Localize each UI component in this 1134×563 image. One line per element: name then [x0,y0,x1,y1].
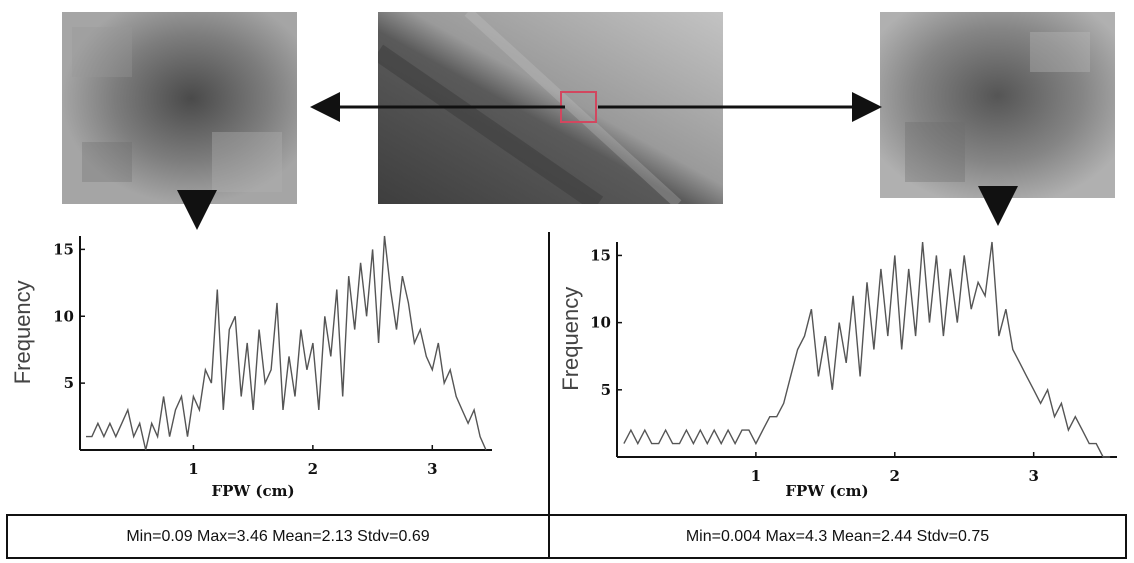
x-tick-label: 2 [890,467,900,485]
x-tick-label: 3 [1028,467,1038,485]
left-zoom-texture [62,12,297,204]
y-tick-label: 5 [601,381,611,399]
x-axis-label: FPW (cm) [785,482,868,500]
y-tick-label: 15 [590,246,611,264]
y-axis-label: Frequency [558,287,583,391]
histogram-left: 5 10 15 1 2 3 FPW (cm) Frequency [10,235,492,500]
x-tick-label: 3 [427,460,437,478]
right-zoom-texture [880,12,1115,198]
stats-left: Min=0.09 Max=3.46 Mean=2.13 Stdv=0.69 [6,514,548,559]
histogram-right: 5 10 15 1 2 3 FPW (cm) Frequency [558,241,1117,500]
y-tick-label: 15 [53,240,74,258]
right-zoom-image [880,12,1115,198]
x-axis-label: FPW (cm) [211,482,294,500]
panel-divider [548,232,550,559]
x-tick-label: 2 [308,460,318,478]
y-tick-label: 10 [590,314,611,332]
y-axis-label: Frequency [10,280,35,384]
y-tick-label: 10 [53,307,74,325]
x-tick-label: 1 [188,460,198,478]
y-tick-label: 5 [64,374,74,392]
x-tick-label: 1 [751,467,761,485]
stats-right: Min=0.004 Max=4.3 Mean=2.44 Stdv=0.75 [548,514,1127,559]
left-zoom-image [62,12,297,204]
histogram-series-line [86,235,487,451]
histogram-series-line [623,241,1111,458]
